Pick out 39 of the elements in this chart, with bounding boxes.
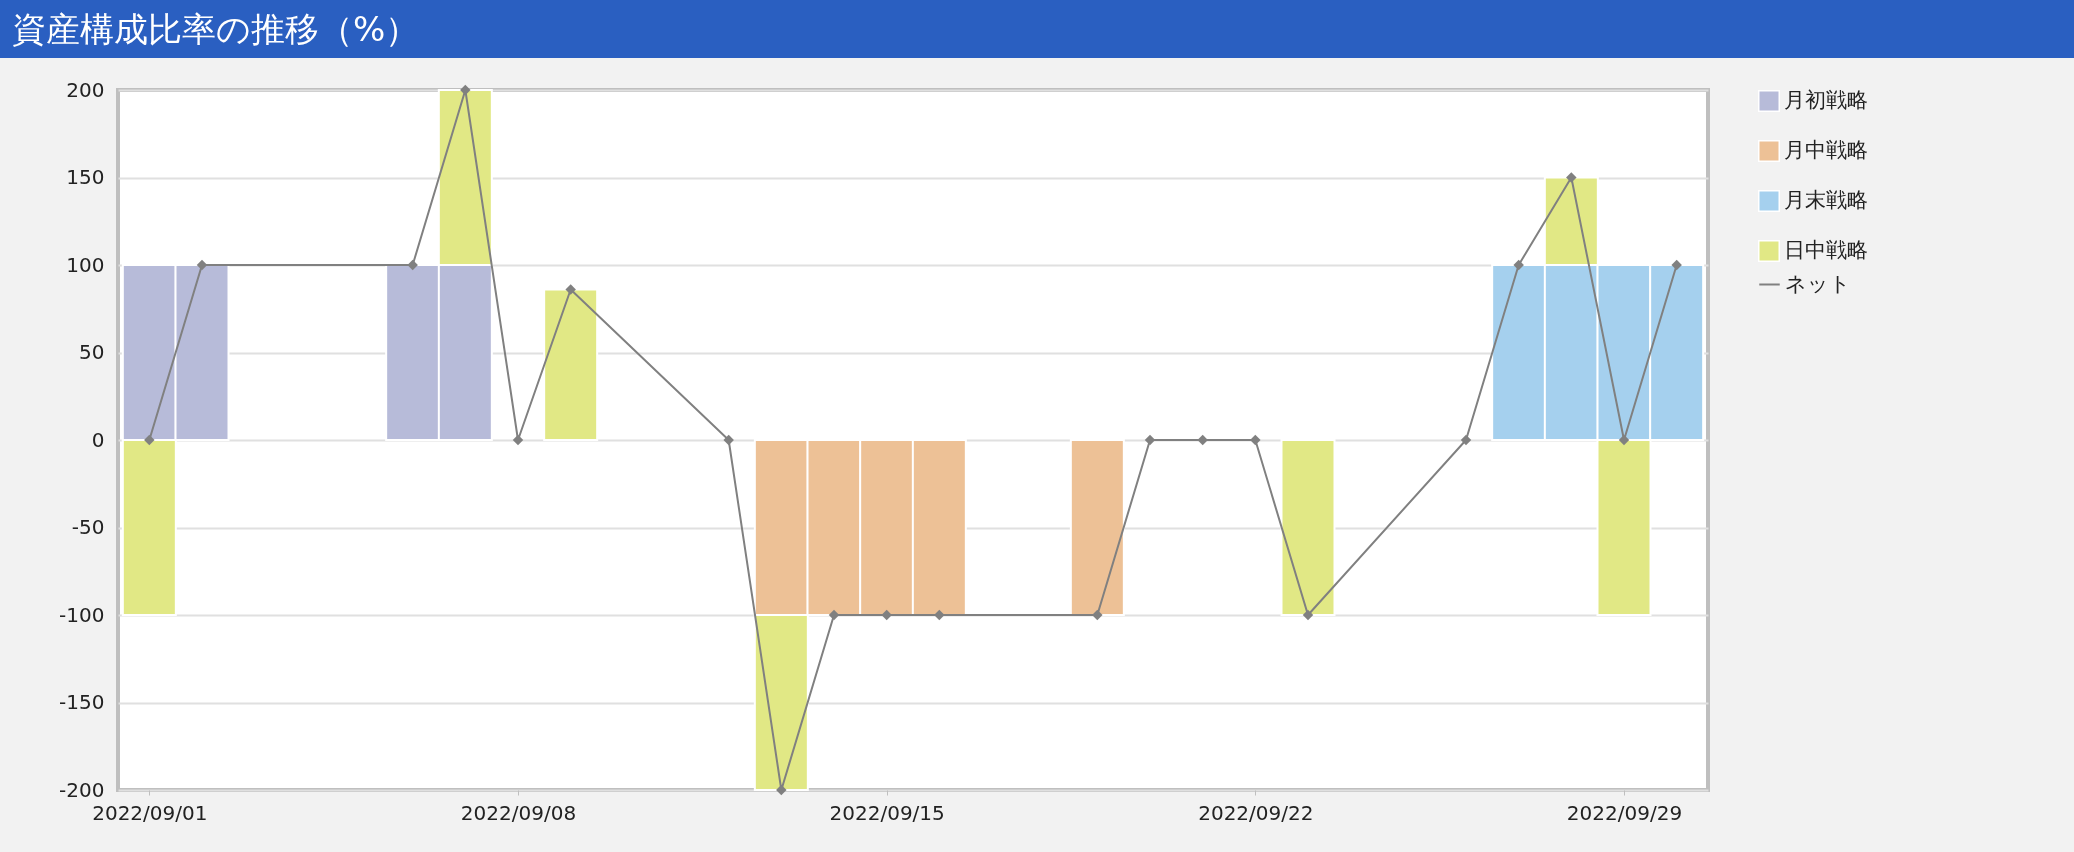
point (934, 609, 945, 621)
y-tick-label: -200 (59, 777, 105, 802)
point (1513, 259, 1524, 271)
point (1092, 609, 1103, 621)
x-tick-label: 2022/09/29 (1566, 800, 1683, 825)
y-tick-label: 0 (91, 427, 105, 452)
point (407, 259, 418, 271)
point (565, 284, 576, 295)
legend-label: ネット (1785, 271, 1851, 296)
legend-label: 月初戦略 (1784, 88, 1868, 112)
point (1671, 259, 1682, 271)
point (1302, 609, 1314, 621)
y-tick-label: -150 (59, 690, 105, 714)
y-tick-label: 200 (66, 77, 105, 102)
point (1250, 434, 1261, 446)
point (1618, 434, 1630, 446)
bar (543, 288, 599, 441)
y-tick-label: -100 (59, 602, 105, 627)
x-tick-label: 2022/09/08 (460, 800, 577, 825)
y-tick-label: -50 (71, 515, 105, 539)
y-tick-label: 100 (66, 252, 105, 277)
x-tick-label: 2022/09/15 (829, 800, 945, 825)
legend-label: 月末戦略 (1784, 188, 1868, 212)
point (723, 434, 734, 446)
chart-title: 資産構成比率の推移（%） (0, 0, 2074, 58)
point (512, 434, 524, 446)
point (1566, 172, 1577, 183)
y-tick-label: 50 (79, 340, 105, 364)
x-tick-label: 2022/09/22 (1198, 800, 1314, 825)
point (144, 434, 155, 446)
point (881, 609, 892, 621)
bar (1280, 439, 1336, 616)
legend-label: 月中戦略 (1784, 138, 1868, 162)
legend-label: 日中戦略 (1784, 238, 1868, 262)
point (1460, 434, 1472, 446)
x-tick-label: 2022/09/01 (92, 800, 208, 825)
point (1197, 434, 1208, 446)
y-tick-label: 150 (66, 165, 105, 189)
bar (1069, 439, 1125, 616)
